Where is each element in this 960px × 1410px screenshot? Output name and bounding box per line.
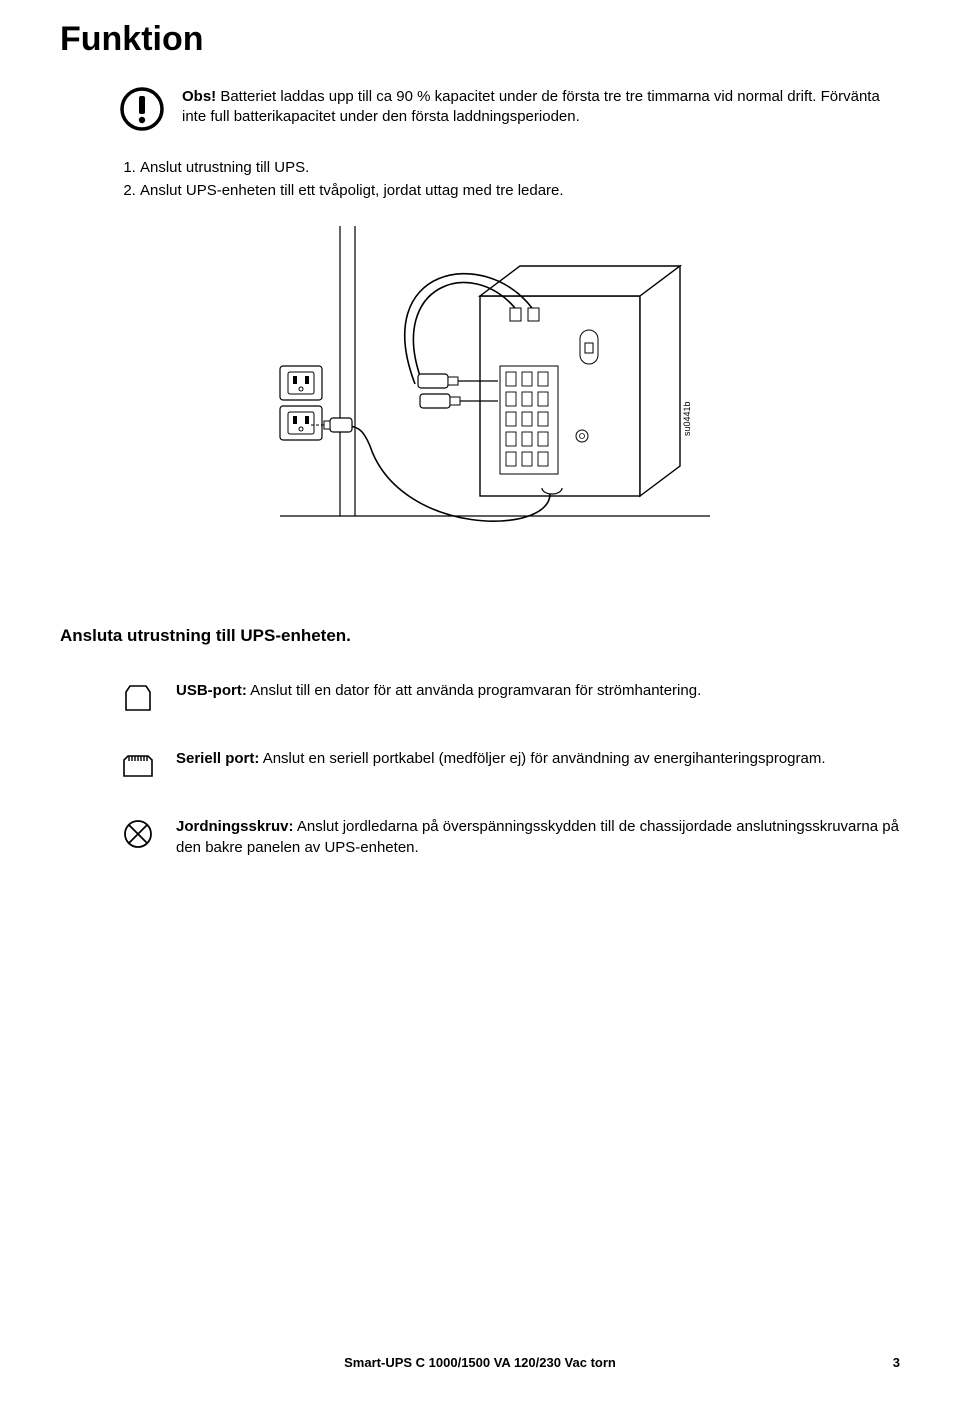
ups-box <box>480 266 680 496</box>
port-bold: Jordningsskruv: <box>176 818 294 835</box>
page-title: Funktion <box>60 20 900 59</box>
footer-page-number: 3 <box>893 1355 900 1370</box>
port-row-usb: USB-port: Anslut till en dator för att a… <box>120 680 900 716</box>
diagram-wrap: su0441b <box>60 226 900 566</box>
diagram-label: su0441b <box>682 401 692 436</box>
step-item: Anslut UPS-enheten till ett tvåpoligt, j… <box>140 180 900 203</box>
page-footer: Smart-UPS C 1000/1500 VA 120/230 Vac tor… <box>60 1345 900 1370</box>
step-item: Anslut utrustning till UPS. <box>140 157 900 180</box>
ups-connection-diagram: su0441b <box>220 226 740 566</box>
port-row-ground: Jordningsskruv: Anslut jordledarna på öv… <box>120 816 900 858</box>
page-container: Funktion Obs! Batteriet laddas upp till … <box>0 0 960 1410</box>
port-text: Seriell port: Anslut en seriell portkabe… <box>176 748 826 769</box>
wall-outlet-bottom <box>280 406 322 440</box>
port-row-serial: Seriell port: Anslut en seriell portkabe… <box>120 748 900 784</box>
serial-icon <box>120 748 156 784</box>
notice-text: Obs! Batteriet laddas upp till ca 90 % k… <box>182 87 900 128</box>
usb-icon <box>120 680 156 716</box>
notice-row: Obs! Batteriet laddas upp till ca 90 % k… <box>120 87 900 131</box>
footer-center: Smart-UPS C 1000/1500 VA 120/230 Vac tor… <box>344 1355 616 1370</box>
ground-icon <box>120 816 156 852</box>
connect-heading: Ansluta utrustning till UPS-enheten. <box>60 626 900 646</box>
ups-outlets <box>500 366 558 474</box>
warning-icon <box>120 87 164 131</box>
port-text: USB-port: Anslut till en dator för att a… <box>176 680 701 701</box>
port-desc: Anslut till en dator för att använda pro… <box>247 682 701 699</box>
notice-bold: Obs! <box>182 88 216 105</box>
port-bold: Seriell port: <box>176 750 259 767</box>
port-text: Jordningsskruv: Anslut jordledarna på öv… <box>176 816 900 858</box>
port-bold: USB-port: <box>176 682 247 699</box>
notice-body: Batteriet laddas upp till ca 90 % kapaci… <box>182 88 880 125</box>
port-desc: Anslut en seriell portkabel (medföljer e… <box>259 750 825 767</box>
steps-list: Anslut utrustning till UPS. Anslut UPS-e… <box>122 157 900 202</box>
wall-outlet-top <box>280 366 322 400</box>
